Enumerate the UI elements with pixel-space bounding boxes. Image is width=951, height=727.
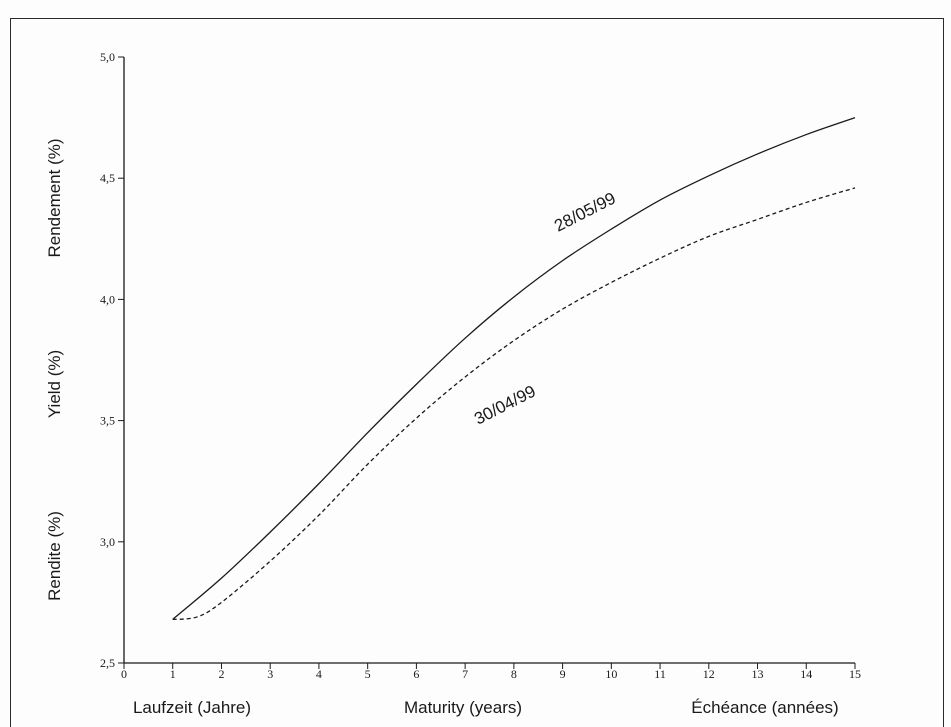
x-tick-label: 1	[170, 667, 176, 681]
x-tick-label: 5	[365, 667, 371, 681]
x-tick-label: 7	[462, 667, 468, 681]
x-tick-label: 6	[413, 667, 419, 681]
x-tick-label: 10	[605, 667, 617, 681]
x-tick-label: 15	[849, 667, 861, 681]
y-axis-label-rendement: Rendement (%)	[45, 138, 64, 257]
y-tick-label: 4,5	[100, 171, 115, 185]
series-lines	[172, 116, 856, 621]
y-tick-label: 3,5	[100, 414, 115, 428]
axes	[123, 57, 855, 664]
y-axis-label-rendite: Rendite (%)	[45, 511, 64, 601]
x-tick-label: 2	[218, 667, 224, 681]
y-axis-label-yield: Yield (%)	[45, 350, 64, 418]
x-axis-label-maturity: Maturity (years)	[404, 698, 522, 717]
x-axis-label-laufzeit: Laufzeit (Jahre)	[133, 698, 251, 717]
y-ticks: 2,5 3,0 3,5 4,0 4,5 5,0	[100, 50, 124, 670]
series-label-28-05-99: 28/05/99	[551, 189, 619, 236]
series-label-30-04-99: 30/04/99	[471, 382, 539, 429]
x-tick-label: 8	[511, 667, 517, 681]
x-tick-label: 14	[800, 667, 812, 681]
series-line-0	[172, 116, 856, 620]
x-ticks: 0 1 2 3 4 5 6 7 8 9 10 11 12 13 14 15	[121, 663, 861, 681]
y-tick-label: 5,0	[100, 50, 115, 64]
x-tick-label: 12	[703, 667, 715, 681]
x-tick-label: 3	[267, 667, 273, 681]
x-tick-label: 11	[654, 667, 666, 681]
x-tick-label: 9	[560, 667, 566, 681]
x-axis-label-echeance: Échéance (années)	[691, 698, 838, 717]
x-tick-label: 4	[316, 667, 322, 681]
figure-border	[10, 18, 944, 727]
series-line-1	[172, 187, 856, 621]
y-tick-label: 2,5	[100, 656, 115, 670]
x-tick-label: 13	[752, 667, 764, 681]
x-tick-label: 0	[121, 667, 127, 681]
y-tick-label: 3,0	[100, 535, 115, 549]
y-tick-label: 4,0	[100, 292, 115, 306]
